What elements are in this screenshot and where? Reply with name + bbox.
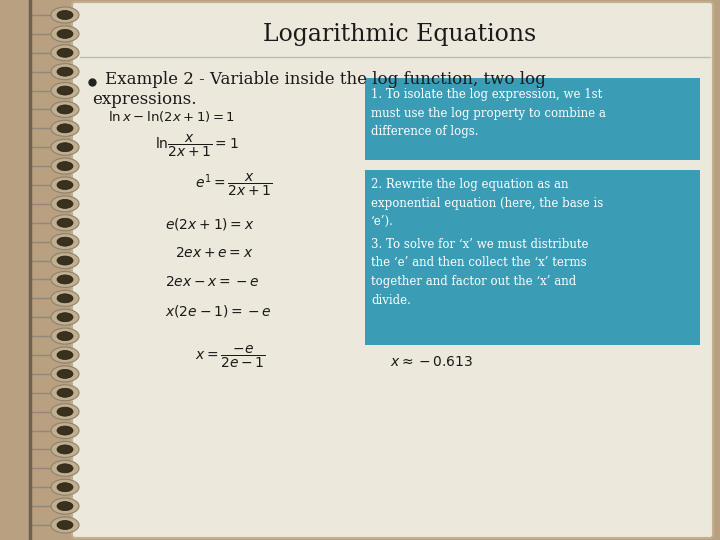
Ellipse shape <box>57 124 73 133</box>
Text: $\mathrm{ln}\dfrac{x}{2x+1} = 1$: $\mathrm{ln}\dfrac{x}{2x+1} = 1$ <box>155 133 239 159</box>
Ellipse shape <box>51 460 79 476</box>
Ellipse shape <box>57 161 73 171</box>
Ellipse shape <box>51 517 79 533</box>
Ellipse shape <box>57 105 73 114</box>
Ellipse shape <box>51 423 79 438</box>
FancyBboxPatch shape <box>365 170 700 345</box>
Ellipse shape <box>51 309 79 325</box>
Ellipse shape <box>57 445 73 454</box>
Ellipse shape <box>51 196 79 212</box>
Ellipse shape <box>57 256 73 265</box>
Ellipse shape <box>51 253 79 268</box>
Ellipse shape <box>51 366 79 382</box>
Ellipse shape <box>57 388 73 397</box>
Ellipse shape <box>51 328 79 344</box>
Ellipse shape <box>51 385 79 401</box>
Ellipse shape <box>57 502 73 511</box>
Text: $2ex + e = x$: $2ex + e = x$ <box>175 246 253 260</box>
Ellipse shape <box>57 199 73 208</box>
Ellipse shape <box>57 86 73 95</box>
Ellipse shape <box>51 291 79 306</box>
FancyBboxPatch shape <box>72 2 713 538</box>
Text: $\ln x - \ln(2x+1) = 1$: $\ln x - \ln(2x+1) = 1$ <box>108 110 235 125</box>
Ellipse shape <box>57 67 73 76</box>
Ellipse shape <box>51 83 79 99</box>
Ellipse shape <box>57 483 73 492</box>
Ellipse shape <box>51 64 79 80</box>
Text: 2. Rewrite the log equation as an
exponential equation (here, the base is
‘e’).: 2. Rewrite the log equation as an expone… <box>371 178 603 228</box>
Ellipse shape <box>51 479 79 495</box>
Ellipse shape <box>57 143 73 152</box>
Ellipse shape <box>51 498 79 514</box>
Ellipse shape <box>51 272 79 287</box>
Bar <box>0 0 85 540</box>
Ellipse shape <box>57 218 73 227</box>
Text: $e^1 = \dfrac{x}{2x+1}$: $e^1 = \dfrac{x}{2x+1}$ <box>195 172 273 198</box>
Ellipse shape <box>51 139 79 155</box>
Ellipse shape <box>57 29 73 38</box>
Ellipse shape <box>51 441 79 457</box>
Ellipse shape <box>51 404 79 420</box>
Ellipse shape <box>57 332 73 341</box>
Text: $2ex - x = -e$: $2ex - x = -e$ <box>165 275 260 289</box>
Text: $x(2e-1) = -e$: $x(2e-1) = -e$ <box>165 303 271 319</box>
Ellipse shape <box>57 294 73 303</box>
Text: $x = \dfrac{-e}{2e-1}$: $x = \dfrac{-e}{2e-1}$ <box>195 344 266 370</box>
Ellipse shape <box>51 215 79 231</box>
Ellipse shape <box>57 180 73 190</box>
Ellipse shape <box>51 26 79 42</box>
Ellipse shape <box>51 102 79 117</box>
Text: 3. To solve for ‘x’ we must distribute
the ‘e’ and then collect the ‘x’ terms
to: 3. To solve for ‘x’ we must distribute t… <box>371 238 588 307</box>
Text: Example 2 - Variable inside the log function, two log: Example 2 - Variable inside the log func… <box>105 71 546 89</box>
Ellipse shape <box>57 237 73 246</box>
Ellipse shape <box>57 521 73 530</box>
Text: Logarithmic Equations: Logarithmic Equations <box>264 24 536 46</box>
Ellipse shape <box>57 407 73 416</box>
Ellipse shape <box>57 10 73 19</box>
Ellipse shape <box>57 48 73 57</box>
Ellipse shape <box>51 347 79 363</box>
Ellipse shape <box>51 234 79 249</box>
Ellipse shape <box>57 313 73 322</box>
Ellipse shape <box>57 275 73 284</box>
Ellipse shape <box>51 177 79 193</box>
Text: $x \approx -0.613$: $x \approx -0.613$ <box>390 355 473 369</box>
Ellipse shape <box>51 158 79 174</box>
Ellipse shape <box>57 426 73 435</box>
Ellipse shape <box>57 369 73 379</box>
Ellipse shape <box>57 464 73 473</box>
Ellipse shape <box>51 45 79 61</box>
Ellipse shape <box>51 120 79 136</box>
Text: $e(2x+1) = x$: $e(2x+1) = x$ <box>165 216 255 232</box>
Text: 1. To isolate the log expression, we 1st
must use the log property to combine a
: 1. To isolate the log expression, we 1st… <box>371 88 606 138</box>
Ellipse shape <box>51 7 79 23</box>
FancyBboxPatch shape <box>365 78 700 160</box>
Text: expressions.: expressions. <box>92 91 197 107</box>
Ellipse shape <box>57 350 73 360</box>
